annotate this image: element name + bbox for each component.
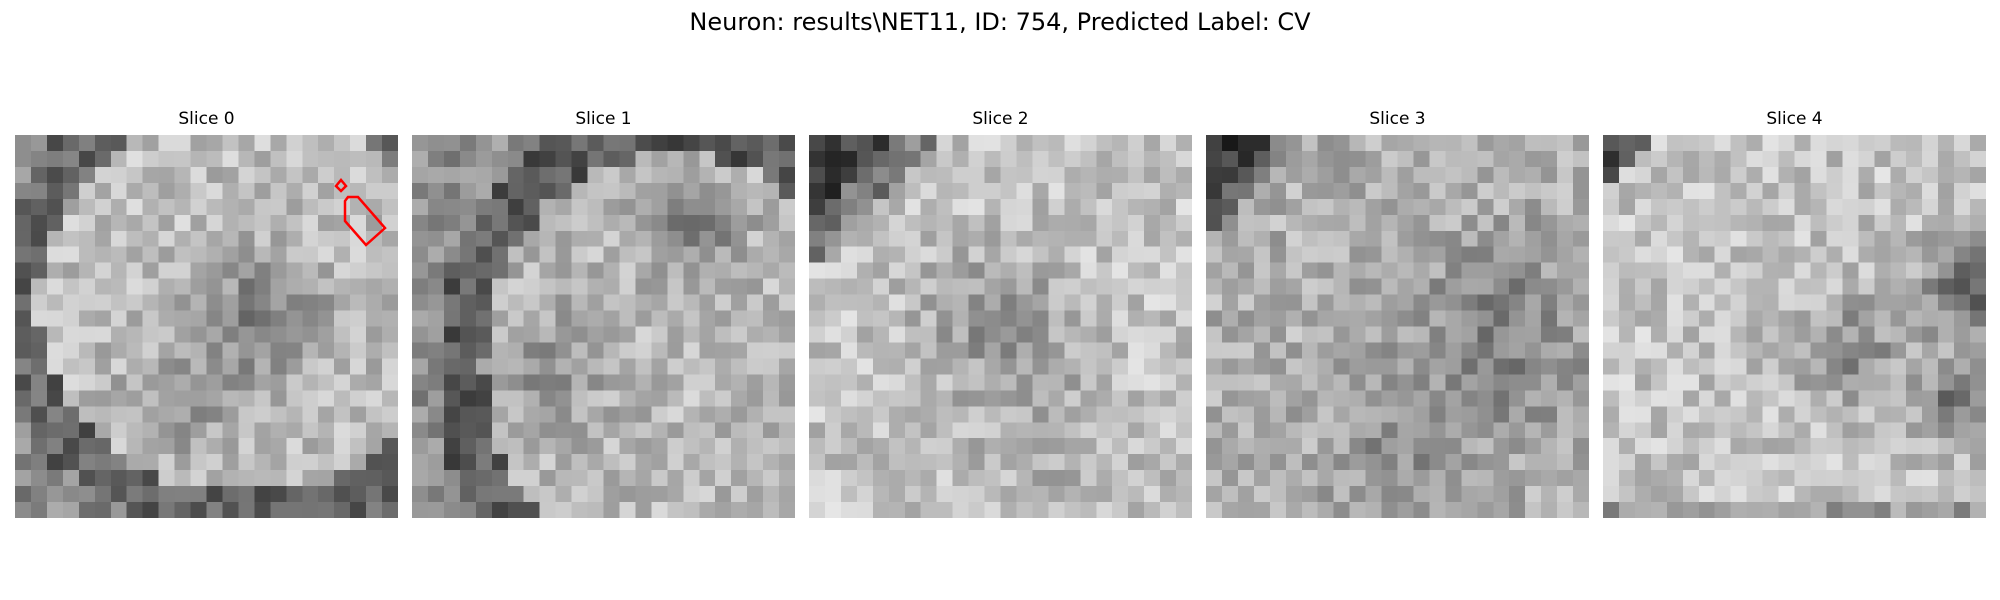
- slice-image: [1206, 135, 1589, 518]
- slice-panel-3: Slice 3: [1206, 108, 1589, 518]
- slice-title: Slice 2: [972, 109, 1029, 129]
- slice-title: Slice 0: [178, 109, 235, 129]
- slice-image: [809, 135, 1192, 518]
- slice-image: [412, 135, 795, 518]
- slice-title: Slice 3: [1369, 109, 1426, 129]
- slice-panel-4: Slice 4: [1603, 108, 1986, 518]
- slice-panel-0: Slice 0: [15, 108, 398, 518]
- slice-image: [1603, 135, 1986, 518]
- figure-title: Neuron: results\NET11, ID: 754, Predicte…: [689, 8, 1311, 36]
- slice-panel-2: Slice 2: [809, 108, 1192, 518]
- slice-panel-1: Slice 1: [412, 108, 795, 518]
- slice-title: Slice 4: [1766, 109, 1823, 129]
- slice-title: Slice 1: [575, 109, 632, 129]
- slice-image: [15, 135, 398, 518]
